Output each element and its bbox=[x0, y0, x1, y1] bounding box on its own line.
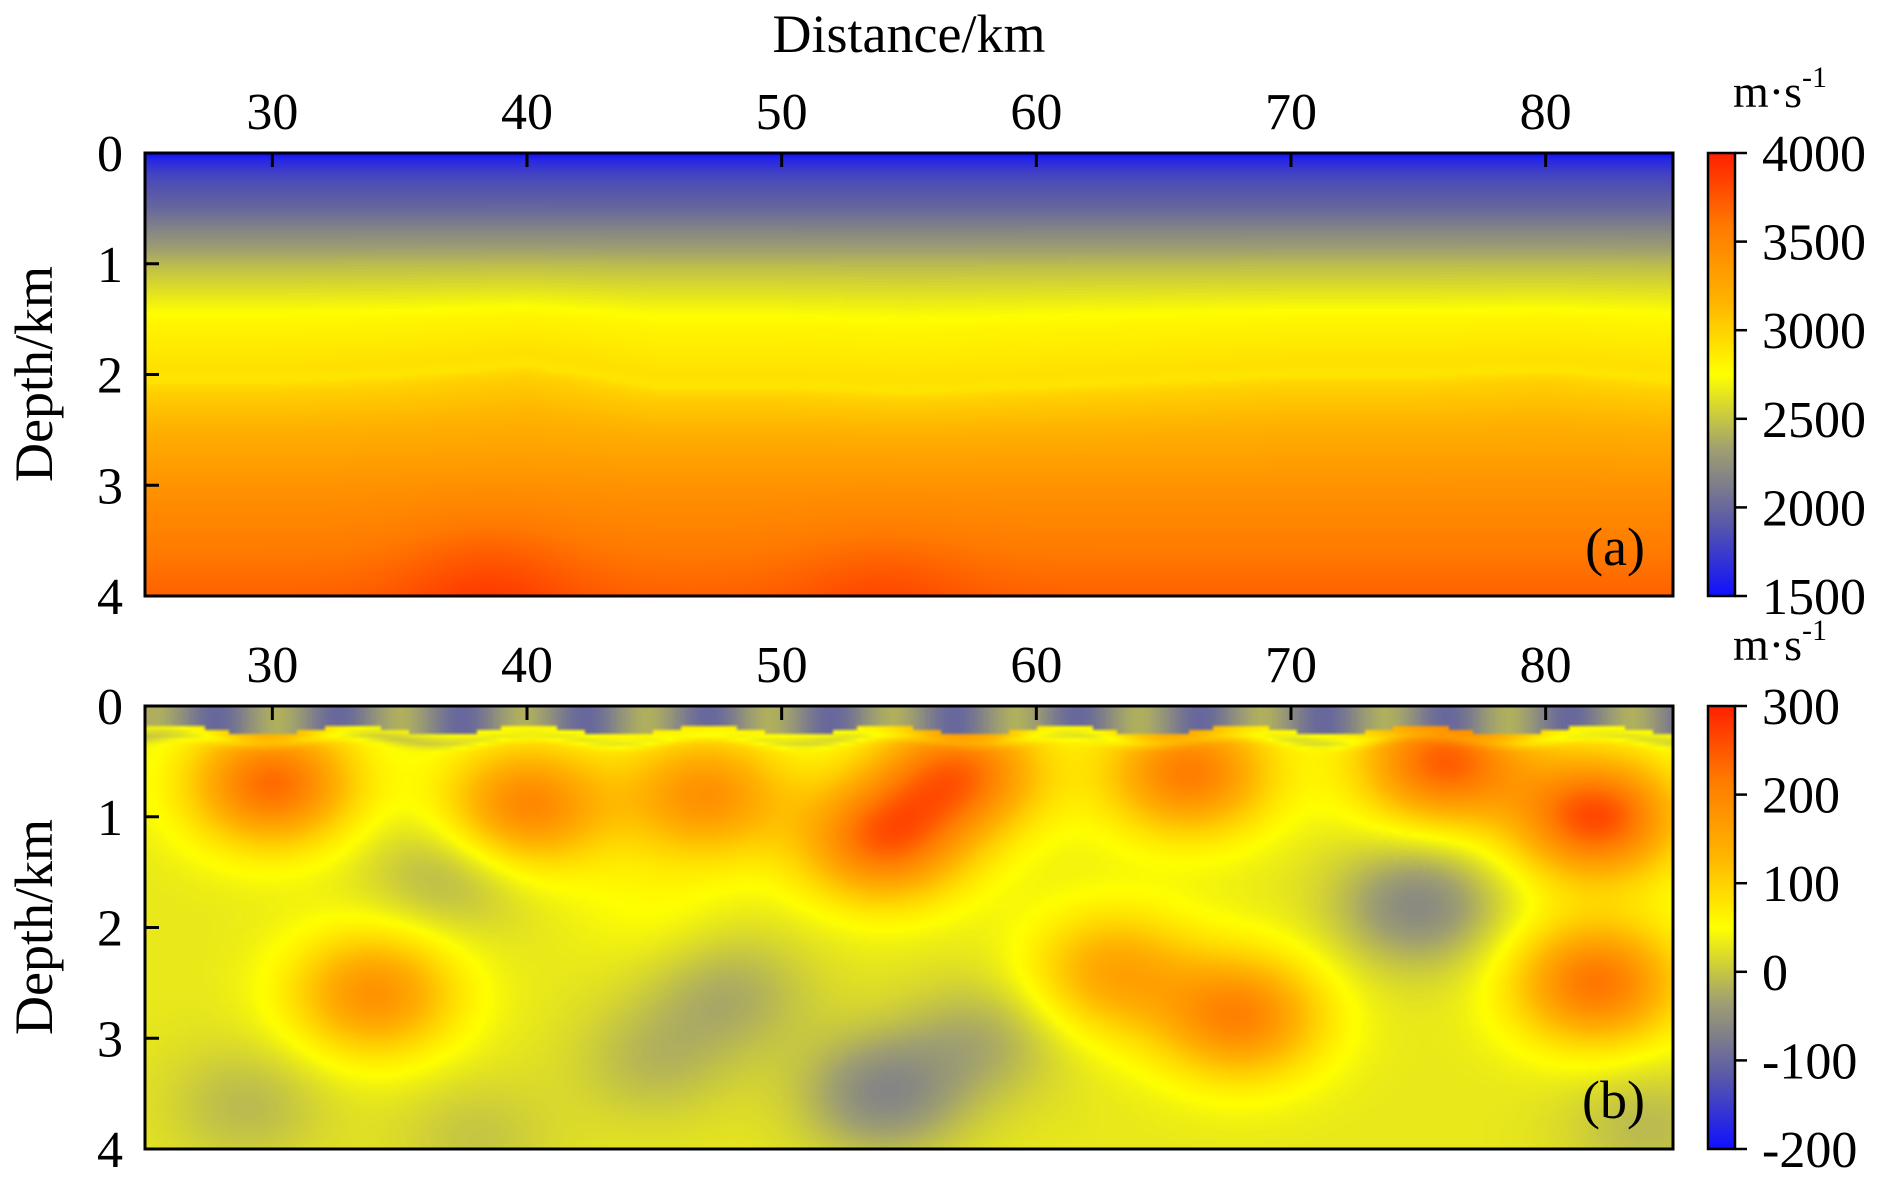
x-tick-label: 70 bbox=[1265, 637, 1317, 694]
y-tick-label: 0 bbox=[97, 679, 123, 736]
panel-a-frame bbox=[143, 151, 1675, 598]
y-tick-label: 3 bbox=[97, 458, 123, 515]
panel-a-colorbar-unit-base: m·s bbox=[1733, 66, 1802, 117]
y-tick-label: 0 bbox=[97, 126, 123, 183]
panel-b-colorbar-unit-base: m·s bbox=[1733, 619, 1802, 670]
panel-b-colorbar: 300 200 100 0 -100 -200 m·s-1 bbox=[1706, 614, 1857, 1179]
colorbar-tick-label: 3000 bbox=[1762, 303, 1866, 360]
x-tick-label: 40 bbox=[501, 84, 553, 141]
panel-b-y-axis-title: Depth/km bbox=[4, 819, 64, 1035]
colorbar-tick-label: -200 bbox=[1762, 1122, 1857, 1179]
panel-a-colorbar-unit-exp: -1 bbox=[1802, 61, 1827, 94]
colorbar-tick-label: 3500 bbox=[1762, 215, 1866, 272]
y-tick-label: 4 bbox=[97, 569, 123, 626]
colorbar-tick-label: 300 bbox=[1762, 679, 1840, 736]
colorbar-tick-label: 200 bbox=[1762, 768, 1840, 825]
x-tick-label: 50 bbox=[756, 637, 808, 694]
colorbar-tick-label: -100 bbox=[1762, 1033, 1857, 1090]
x-tick-label: 30 bbox=[246, 637, 298, 694]
panel-a-ticks: 30 40 50 60 70 80 0 1 2 3 4 bbox=[97, 84, 1572, 626]
panel-a-colorbar-bar bbox=[1706, 151, 1737, 598]
x-axis-title: Distance/km bbox=[773, 4, 1046, 64]
colorbar-tick-label: 0 bbox=[1762, 945, 1788, 1002]
x-tick-label: 70 bbox=[1265, 84, 1317, 141]
panel-a-colorbar-ticks: 4000 3500 3000 2500 2000 1500 bbox=[1735, 126, 1866, 626]
y-tick-label: 1 bbox=[97, 237, 123, 294]
colorbar-tick-label: 2500 bbox=[1762, 392, 1866, 449]
panel-b: 30 40 50 60 70 80 0 1 2 3 4 Depth/km (b) 300 200 100… bbox=[4, 614, 1857, 1179]
panel-b-frame bbox=[143, 704, 1675, 1151]
x-tick-label: 40 bbox=[501, 637, 553, 694]
y-tick-label: 2 bbox=[97, 901, 123, 958]
x-tick-label: 80 bbox=[1520, 637, 1572, 694]
panel-b-colorbar-ticks: 300 200 100 0 -100 -200 bbox=[1735, 679, 1857, 1179]
panel-a-y-axis-title: Depth/km bbox=[4, 266, 64, 482]
panel-a-heatmap bbox=[145, 153, 1673, 596]
panel-b-colorbar-unit: m·s-1 bbox=[1733, 614, 1827, 670]
x-tick-label: 50 bbox=[756, 84, 808, 141]
panel-a: 30 40 50 60 70 80 0 1 2 3 4 Depth/km (a) 4000 3500 3… bbox=[4, 61, 1866, 626]
x-tick-label: 80 bbox=[1520, 84, 1572, 141]
panel-b-colorbar-unit-exp: -1 bbox=[1802, 614, 1827, 647]
colorbar-tick-label: 100 bbox=[1762, 856, 1840, 913]
panel-b-label: (b) bbox=[1582, 1070, 1645, 1130]
colorbar-tick-label: 2000 bbox=[1762, 480, 1866, 537]
panel-a-colorbar: 4000 3500 3000 2500 2000 1500 m·s-1 bbox=[1706, 61, 1866, 626]
x-tick-label: 60 bbox=[1010, 84, 1062, 141]
colorbar-tick-label: 4000 bbox=[1762, 126, 1866, 183]
x-tick-label: 60 bbox=[1010, 637, 1062, 694]
y-tick-label: 3 bbox=[97, 1011, 123, 1068]
x-tick-label: 30 bbox=[246, 84, 298, 141]
panel-a-colorbar-unit: m·s-1 bbox=[1733, 61, 1827, 117]
y-tick-label: 4 bbox=[97, 1122, 123, 1179]
panel-b-ticks: 30 40 50 60 70 80 0 1 2 3 4 bbox=[97, 637, 1572, 1179]
colorbar-tick-label: 1500 bbox=[1762, 569, 1866, 626]
y-tick-label: 1 bbox=[97, 790, 123, 847]
panel-b-colorbar-bar bbox=[1706, 704, 1737, 1151]
panel-b-heatmap bbox=[145, 706, 1673, 1149]
panel-a-label: (a) bbox=[1585, 517, 1645, 577]
y-tick-label: 2 bbox=[97, 348, 123, 405]
